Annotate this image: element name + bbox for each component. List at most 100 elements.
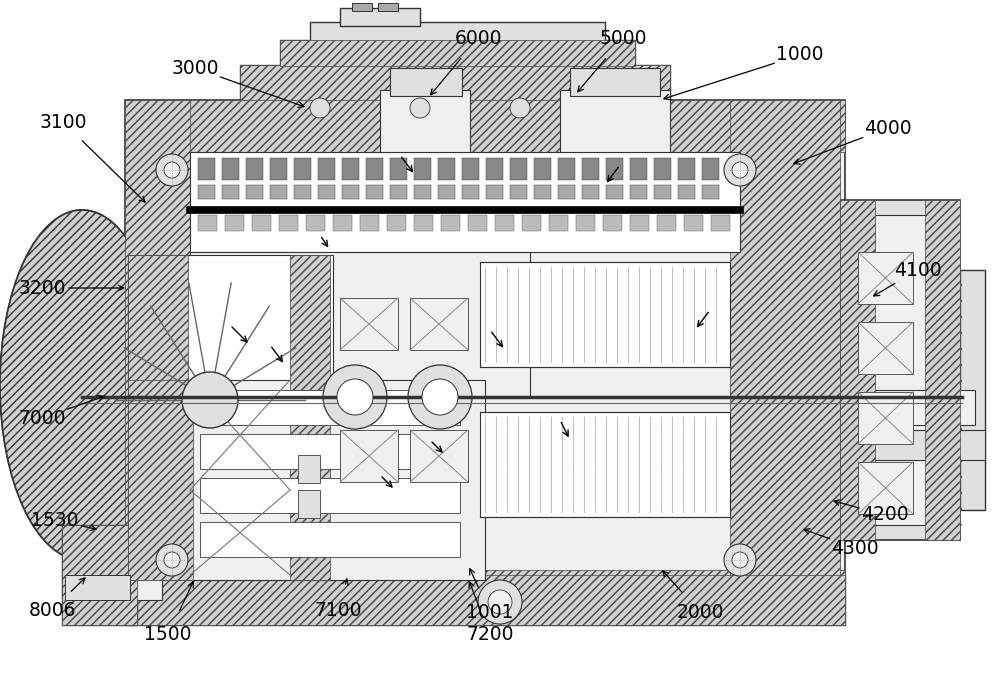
Bar	[290, 255, 330, 580]
Text: 4100: 4100	[894, 260, 942, 279]
Polygon shape	[945, 502, 962, 517]
Bar	[352, 3, 372, 11]
Bar	[342, 185, 359, 199]
Bar	[606, 185, 623, 199]
Bar	[534, 185, 551, 199]
Polygon shape	[945, 278, 962, 293]
Bar	[62, 525, 137, 625]
Ellipse shape	[478, 580, 522, 624]
Bar	[222, 158, 239, 180]
Ellipse shape	[0, 210, 164, 560]
Bar	[657, 215, 676, 231]
Ellipse shape	[164, 552, 180, 568]
Text: 1500: 1500	[144, 626, 192, 645]
Bar	[558, 158, 575, 180]
Ellipse shape	[410, 98, 430, 118]
Ellipse shape	[488, 590, 512, 614]
Bar	[414, 215, 433, 231]
Bar	[318, 185, 335, 199]
Text: 4300: 4300	[831, 539, 879, 558]
Bar	[390, 185, 407, 199]
Bar	[480, 262, 730, 367]
Bar	[366, 158, 383, 180]
Bar	[198, 158, 215, 180]
Bar	[246, 158, 263, 180]
Bar	[678, 158, 695, 180]
Text: 4000: 4000	[864, 118, 912, 137]
Bar	[225, 215, 244, 231]
Bar	[840, 200, 960, 540]
Bar	[630, 215, 649, 231]
Bar	[840, 200, 875, 540]
Bar	[855, 215, 945, 525]
Bar	[246, 185, 263, 199]
Bar	[190, 380, 485, 580]
Bar	[560, 90, 670, 152]
Text: 4200: 4200	[861, 505, 909, 524]
Text: 2000: 2000	[676, 602, 724, 622]
Text: 1530: 1530	[31, 511, 79, 530]
Bar	[730, 100, 840, 620]
Bar	[630, 185, 647, 199]
Bar	[522, 215, 541, 231]
Bar	[438, 185, 455, 199]
Ellipse shape	[724, 154, 756, 186]
Bar	[200, 434, 460, 469]
Text: 3100: 3100	[39, 112, 87, 131]
Bar	[549, 215, 568, 231]
Bar	[582, 185, 599, 199]
Bar	[390, 158, 407, 180]
Polygon shape	[945, 470, 962, 485]
Ellipse shape	[164, 162, 180, 178]
Text: 3200: 3200	[18, 279, 66, 298]
Bar	[410, 430, 468, 482]
Polygon shape	[945, 438, 962, 453]
Bar	[310, 22, 605, 44]
Bar	[342, 158, 359, 180]
Text: 8006: 8006	[28, 600, 76, 619]
Bar	[190, 252, 530, 397]
Bar	[510, 185, 527, 199]
Bar	[390, 68, 462, 96]
Polygon shape	[945, 486, 962, 501]
Bar	[858, 322, 913, 374]
Polygon shape	[945, 310, 962, 325]
Bar	[198, 215, 217, 231]
Ellipse shape	[310, 98, 330, 118]
Text: 6000: 6000	[454, 29, 502, 48]
Polygon shape	[945, 518, 962, 533]
Bar	[534, 158, 551, 180]
Bar	[576, 215, 595, 231]
Bar	[294, 185, 311, 199]
Bar	[298, 455, 320, 483]
Bar	[128, 380, 193, 580]
Bar	[486, 185, 503, 199]
Text: 7000: 7000	[18, 409, 66, 428]
Bar	[462, 185, 479, 199]
Bar	[606, 158, 623, 180]
Ellipse shape	[27, 255, 137, 515]
Ellipse shape	[732, 552, 748, 568]
Bar	[340, 298, 398, 350]
Bar	[306, 215, 325, 231]
Bar	[200, 478, 460, 513]
Bar	[510, 158, 527, 180]
Text: 3000: 3000	[171, 58, 219, 78]
Bar	[360, 215, 379, 231]
Ellipse shape	[0, 210, 164, 560]
Bar	[240, 65, 670, 103]
Bar	[280, 40, 635, 66]
Bar	[654, 158, 671, 180]
Bar	[279, 215, 298, 231]
Bar	[125, 570, 845, 620]
Bar	[198, 185, 215, 199]
Polygon shape	[945, 390, 962, 405]
Bar	[270, 158, 287, 180]
Bar	[684, 215, 703, 231]
Bar	[190, 152, 740, 252]
Bar	[333, 215, 352, 231]
Bar	[125, 100, 190, 620]
Bar	[340, 8, 420, 26]
Ellipse shape	[724, 544, 756, 576]
Bar	[298, 490, 320, 518]
